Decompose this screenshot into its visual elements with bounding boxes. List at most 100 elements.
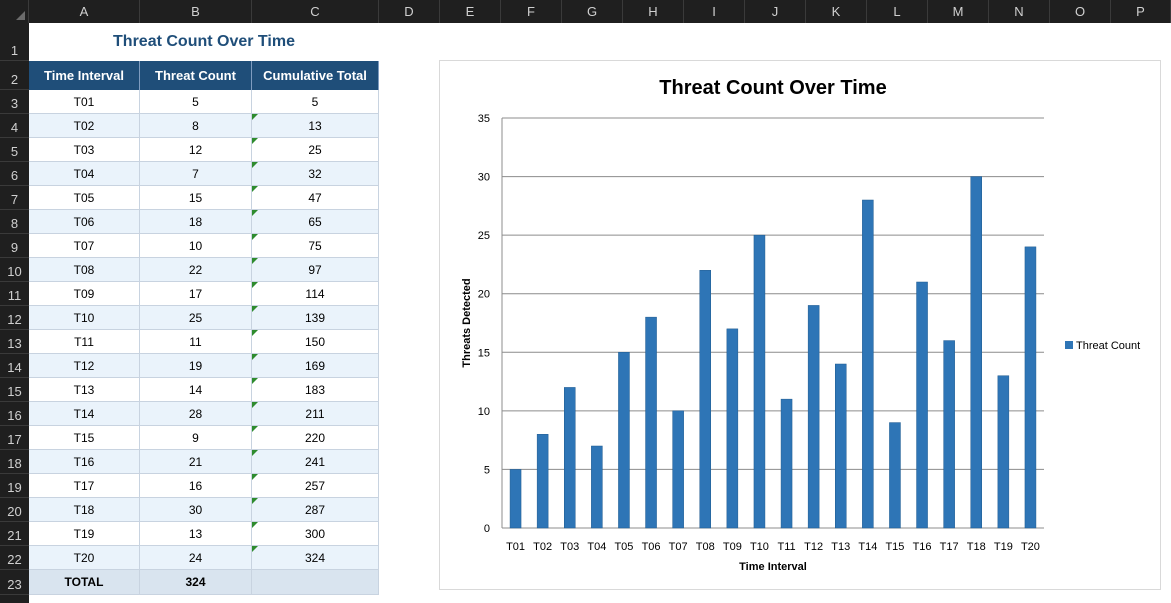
row-header-10[interactable]: 10 [0,258,29,282]
cell-cumulative-total[interactable]: 97 [252,258,379,282]
column-header-b[interactable]: B [140,0,252,23]
column-header-j[interactable]: J [745,0,806,23]
cell-cumulative-total[interactable]: 114 [252,282,379,306]
row-header-19[interactable]: 19 [0,474,29,498]
cell-time-interval[interactable]: T09 [29,282,140,306]
cell-time-interval[interactable]: T02 [29,114,140,138]
cell-threat-count[interactable]: 22 [140,258,252,282]
cell-cumulative-total[interactable]: 324 [252,546,379,570]
cell-threat-count[interactable]: 11 [140,330,252,354]
total-cumulative[interactable] [252,570,379,595]
cell-time-interval[interactable]: T01 [29,90,140,114]
cell-threat-count[interactable]: 18 [140,210,252,234]
cell-cumulative-total[interactable]: 241 [252,450,379,474]
cell-time-interval[interactable]: T13 [29,378,140,402]
column-header-l[interactable]: L [867,0,928,23]
column-header-m[interactable]: M [928,0,989,23]
cell-threat-count[interactable]: 17 [140,282,252,306]
cell-time-interval[interactable]: T07 [29,234,140,258]
cell-cumulative-total[interactable]: 13 [252,114,379,138]
cell-threat-count[interactable]: 15 [140,186,252,210]
row-header-11[interactable]: 11 [0,282,29,306]
cell-time-interval[interactable]: T15 [29,426,140,450]
row-header-13[interactable]: 13 [0,330,29,354]
header-threat-count[interactable]: Threat Count [140,61,252,90]
total-label[interactable]: TOTAL [29,570,140,595]
column-header-p[interactable]: P [1111,0,1171,23]
row-header-8[interactable]: 8 [0,210,29,234]
cell-time-interval[interactable]: T16 [29,450,140,474]
cell-cumulative-total[interactable]: 47 [252,186,379,210]
row-header-20[interactable]: 20 [0,498,29,522]
total-threat-count[interactable]: 324 [140,570,252,595]
cell-threat-count[interactable]: 5 [140,90,252,114]
cell-cumulative-total[interactable]: 257 [252,474,379,498]
column-header-g[interactable]: G [562,0,623,23]
cell-threat-count[interactable]: 9 [140,426,252,450]
cell-threat-count[interactable]: 14 [140,378,252,402]
cell-cumulative-total[interactable]: 5 [252,90,379,114]
cell-cumulative-total[interactable]: 183 [252,378,379,402]
row-header-18[interactable]: 18 [0,450,29,474]
row-header-6[interactable]: 6 [0,162,29,186]
cell-cumulative-total[interactable]: 211 [252,402,379,426]
row-header-16[interactable]: 16 [0,402,29,426]
cell-threat-count[interactable]: 12 [140,138,252,162]
column-header-h[interactable]: H [623,0,684,23]
cell-time-interval[interactable]: T11 [29,330,140,354]
row-header-4[interactable]: 4 [0,114,29,138]
row-header-14[interactable]: 14 [0,354,29,378]
column-header-n[interactable]: N [989,0,1050,23]
row-header-5[interactable]: 5 [0,138,29,162]
cell-time-interval[interactable]: T20 [29,546,140,570]
cell-time-interval[interactable]: T17 [29,474,140,498]
cell-time-interval[interactable]: T14 [29,402,140,426]
row-header-23[interactable]: 23 [0,570,29,595]
cell-cumulative-total[interactable]: 169 [252,354,379,378]
row-header-22[interactable]: 22 [0,546,29,570]
row-header-1[interactable]: 1 [0,23,29,61]
cell-cumulative-total[interactable]: 65 [252,210,379,234]
cell-threat-count[interactable]: 25 [140,306,252,330]
cell-time-interval[interactable]: T08 [29,258,140,282]
select-all-corner[interactable] [0,0,29,23]
cell-time-interval[interactable]: T12 [29,354,140,378]
row-header-12[interactable]: 12 [0,306,29,330]
cell-cumulative-total[interactable]: 287 [252,498,379,522]
row-header-9[interactable]: 9 [0,234,29,258]
cell-threat-count[interactable]: 7 [140,162,252,186]
cell-threat-count[interactable]: 24 [140,546,252,570]
column-header-k[interactable]: K [806,0,867,23]
cell-threat-count[interactable]: 13 [140,522,252,546]
cell-cumulative-total[interactable]: 25 [252,138,379,162]
threat-chart[interactable]: Threat Count Over Time 0 5 10 15 20 25 30 35 T01 T… [439,60,1161,590]
column-header-d[interactable]: D [379,0,440,23]
cell-cumulative-total[interactable]: 300 [252,522,379,546]
cell-cumulative-total[interactable]: 139 [252,306,379,330]
column-header-o[interactable]: O [1050,0,1111,23]
cell-time-interval[interactable]: T05 [29,186,140,210]
cell-threat-count[interactable]: 16 [140,474,252,498]
cell-cumulative-total[interactable]: 32 [252,162,379,186]
column-header-c[interactable]: C [252,0,379,23]
cell-threat-count[interactable]: 28 [140,402,252,426]
header-cumulative-total[interactable]: Cumulative Total [252,61,379,90]
row-header-15[interactable]: 15 [0,378,29,402]
cell-threat-count[interactable]: 30 [140,498,252,522]
cell-cumulative-total[interactable]: 75 [252,234,379,258]
cell-threat-count[interactable]: 21 [140,450,252,474]
row-header-2[interactable]: 2 [0,61,29,90]
row-header-3[interactable]: 3 [0,90,29,114]
cell-time-interval[interactable]: T04 [29,162,140,186]
header-time-interval[interactable]: Time Interval [29,61,140,90]
cell-cumulative-total[interactable]: 220 [252,426,379,450]
cell-threat-count[interactable]: 10 [140,234,252,258]
cell-time-interval[interactable]: T10 [29,306,140,330]
column-header-a[interactable]: A [29,0,140,23]
row-header-21[interactable]: 21 [0,522,29,546]
cell-time-interval[interactable]: T18 [29,498,140,522]
cell-threat-count[interactable]: 8 [140,114,252,138]
column-header-f[interactable]: F [501,0,562,23]
cell-time-interval[interactable]: T06 [29,210,140,234]
cell-time-interval[interactable]: T03 [29,138,140,162]
